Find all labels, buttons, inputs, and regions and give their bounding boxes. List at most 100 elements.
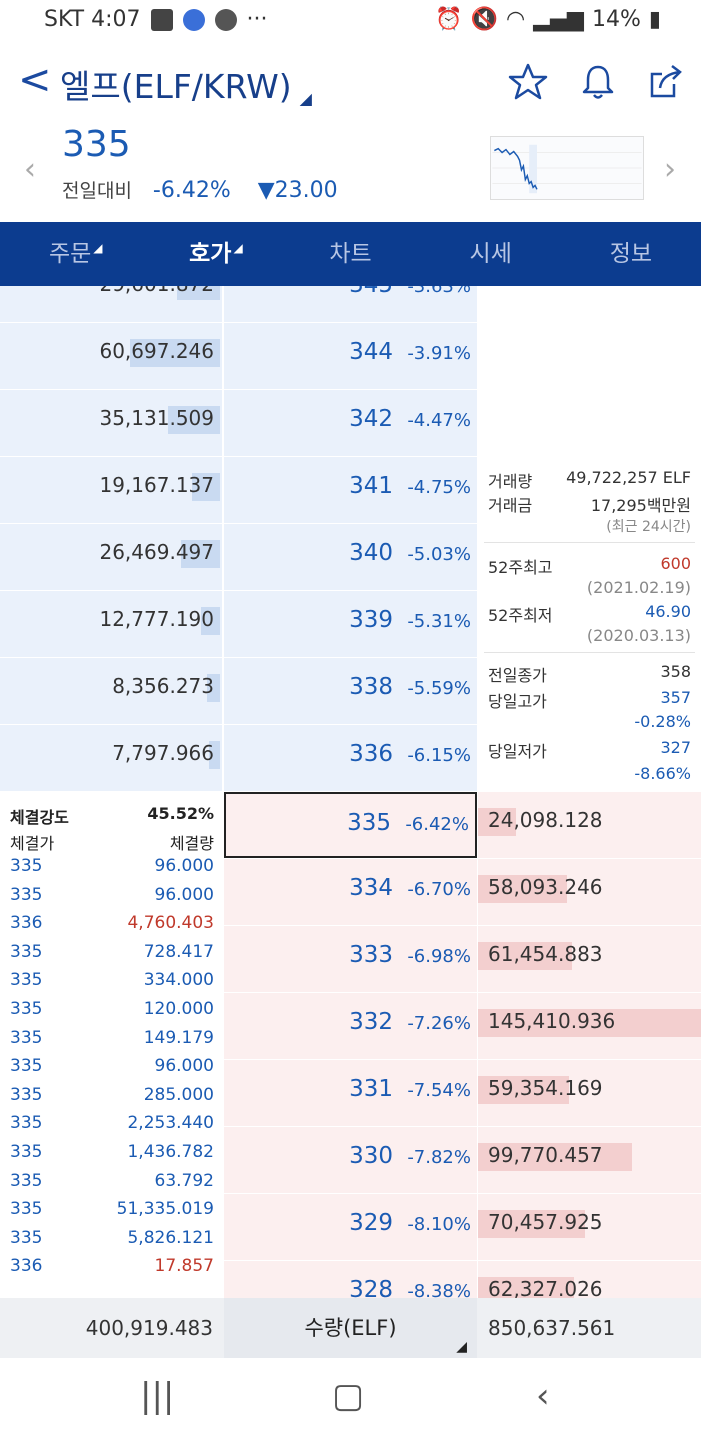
bid-row[interactable]: 334 -6.70% 58,093.246 [0,859,701,925]
prev-coin-icon[interactable]: ‹ [24,152,36,187]
bell-icon[interactable] [578,62,618,102]
tab-market[interactable]: 시세 [469,241,512,267]
trade-price: 335 [10,1084,43,1105]
tab-orderbook[interactable]: 호가 ◢ [140,222,280,286]
ask-price-cell[interactable]: 340 -5.03% [224,524,477,590]
trade-qty: 96.000 [154,856,214,876]
next-coin-icon[interactable]: › [664,152,676,187]
ask-price-cell[interactable]: 341 -4.75% [224,457,477,523]
unit-selector[interactable]: 수량(ELF) ◢ [224,1298,477,1358]
ask-row[interactable]: 60,697.246 344 -3.91% [0,323,701,389]
battery-icon: ▮ [648,7,661,32]
ask-price-cell[interactable]: 344 -3.91% [224,323,477,389]
ask-depth-bar [181,540,220,568]
tab-orderbook-caret-icon: ◢ [233,241,243,255]
high52-value: 600 [660,554,691,573]
bid-price-cell[interactable]: 332 -7.26% [224,993,477,1059]
ask-price-cell[interactable]: 336 -6.15% [224,725,477,791]
bid-depth-bar [478,1076,569,1104]
trade-row: 335 96.000 [0,856,222,884]
divider [484,652,695,653]
ask-price: 340 [349,540,393,566]
star-icon[interactable] [508,62,548,102]
bid-price-cell[interactable]: 333 -6.98% [224,926,477,992]
ask-qty-cell[interactable]: 12,777.190 [0,591,222,657]
mini-chart[interactable] [490,136,644,200]
bid-row[interactable]: 330 -7.82% 99,770.457 [0,1127,701,1193]
bid-price-cell[interactable]: 334 -6.70% [224,859,477,925]
bid-row[interactable]: 331 -7.54% 59,354.169 [0,1060,701,1126]
ask-row[interactable]: 7,797.966 336 -6.15% [0,725,701,791]
bid-qty: 58,093.246 [488,875,603,899]
bid-qty-cell[interactable]: 145,410.936 [478,993,701,1059]
ask-price-cell[interactable]: 339 -5.31% [224,591,477,657]
ask-row[interactable]: 8,356.273 338 -5.59% [0,658,701,724]
bid-qty-cell[interactable]: 58,093.246 [478,859,701,925]
bid-change: -7.26% [407,1013,471,1034]
ask-qty-cell[interactable]: 29,601.872 [0,286,222,322]
bid-qty-cell[interactable]: 99,770.457 [478,1127,701,1193]
ask-qty-cell[interactable]: 8,356.273 [0,658,222,724]
trade-row: 335 120.000 [0,999,222,1027]
app-notification-icon [182,8,205,31]
bid-qty-cell[interactable]: 70,457.925 [478,1194,701,1260]
high52-date: (2021.02.19) [586,578,691,597]
ask-qty-cell[interactable]: 19,167.137 [0,457,222,523]
bid-row[interactable]: 335 -6.42% 24,098.128 [0,792,701,858]
trade-qty: 96.000 [154,1056,214,1077]
recent-apps-icon[interactable]: ||| [140,1376,175,1416]
home-icon[interactable]: ▢ [332,1376,365,1416]
bid-qty-cell[interactable]: 59,354.169 [478,1060,701,1126]
trade-price: 335 [10,1113,43,1134]
tab-info[interactable]: 정보 [609,241,653,267]
system-nav-bar: ||| ▢ ‹ [0,1358,701,1440]
trade-qty: 285.000 [143,1084,214,1105]
ask-qty-cell[interactable]: 26,469.497 [0,524,222,590]
trade-row: 335 334.000 [0,970,222,998]
ask-row[interactable]: 12,777.190 339 -5.31% [0,591,701,657]
back-icon[interactable]: < [18,57,52,103]
tab-order-caret-icon: ◢ [93,241,103,255]
nav-back-icon[interactable]: ‹ [536,1376,550,1416]
bid-qty-cell[interactable]: 62,327.026 [478,1261,701,1298]
ask-qty-cell[interactable]: 60,697.246 [0,323,222,389]
bid-price-cell[interactable]: 335 -6.42% [224,792,477,858]
bid-price-cell[interactable]: 329 -8.10% [224,1194,477,1260]
tab-order[interactable]: 주문 ◢ [0,222,140,286]
ask-change: -5.03% [407,544,471,565]
ask-qty-cell[interactable]: 7,797.966 [0,725,222,791]
order-book: 29,601.872 345 -3.63% 60,697.246 344 -3.91% 35… [0,286,701,1298]
trade-row: 335 5,826.121 [0,1228,222,1256]
bid-price: 330 [349,1143,393,1169]
ask-price-cell[interactable]: 342 -4.47% [224,390,477,456]
bid-row[interactable]: 329 -8.10% 70,457.925 [0,1194,701,1260]
ask-price: 344 [349,339,393,365]
ask-row[interactable]: 19,167.137 341 -4.75% [0,457,701,523]
bid-qty-cell[interactable]: 61,454.883 [478,926,701,992]
bid-row[interactable]: 328 -8.38% 62,327.026 [0,1261,701,1298]
bid-price-cell[interactable]: 328 -8.38% [224,1261,477,1298]
bid-qty-cell[interactable]: 24,098.128 [478,792,701,858]
ask-price-cell[interactable]: 338 -5.59% [224,658,477,724]
ask-qty-cell[interactable]: 35,131.509 [0,390,222,456]
bid-row[interactable]: 332 -7.26% 145,410.936 [0,993,701,1059]
status-bar: SKT 4:07 ··· ⏰ 🔇 ◠ ▂▄▆ 14% ▮ [0,0,701,42]
ask-row[interactable]: 29,601.872 345 -3.63% [0,286,701,322]
bid-price-cell[interactable]: 330 -7.82% [224,1127,477,1193]
trade-qty: 51,335.019 [116,1199,214,1220]
ask-row[interactable]: 26,469.497 340 -5.03% [0,524,701,590]
share-icon[interactable] [646,62,686,102]
bid-qty: 24,098.128 [488,808,603,832]
tab-chart[interactable]: 차트 [329,241,372,267]
bid-price-cell[interactable]: 331 -7.54% [224,1060,477,1126]
ask-qty: 8,356.273 [112,674,214,698]
ask-price-cell[interactable]: 345 -3.63% [224,286,477,322]
ask-depth-bar [130,339,220,367]
trade-price: 335 [10,999,43,1019]
wifi-icon: ◠ [506,7,526,32]
bid-row[interactable]: 333 -6.98% 61,454.883 [0,926,701,992]
ask-row[interactable]: 35,131.509 342 -4.47% [0,390,701,456]
amount-label: 거래금 [488,496,533,515]
market-selector[interactable]: 엘프(ELF/KRW) ◢ [60,60,312,108]
trade-row: 335 728.417 [0,942,222,970]
